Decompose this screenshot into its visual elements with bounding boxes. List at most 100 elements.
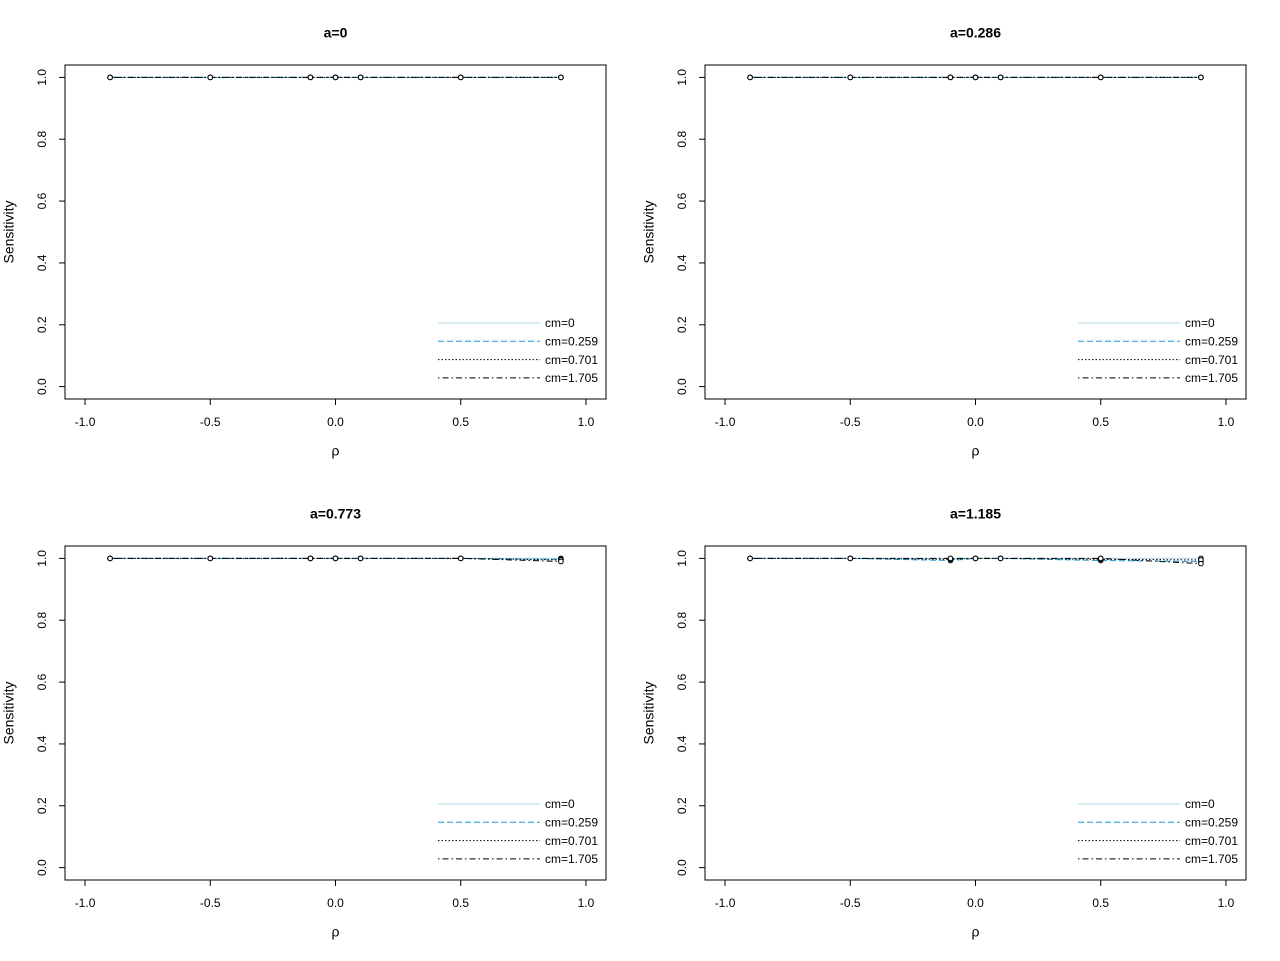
y-tick-label: 0.8 xyxy=(35,612,49,629)
x-tick-label: -0.5 xyxy=(200,415,221,429)
point xyxy=(1198,560,1204,567)
y-tick-label: 1.0 xyxy=(35,550,49,567)
point xyxy=(847,555,854,562)
point xyxy=(307,555,314,562)
point xyxy=(107,74,113,81)
y-tick-label: 0.4 xyxy=(675,735,689,752)
x-tick-label: 1.0 xyxy=(1218,896,1235,910)
point xyxy=(332,74,339,81)
point xyxy=(947,555,954,562)
point xyxy=(357,74,364,81)
point xyxy=(1198,74,1204,81)
legend-label: cm=0 xyxy=(1185,316,1215,330)
legend-label: cm=1.705 xyxy=(545,371,598,385)
panel: a=0 ρ Sensitivity -1.0 -0.5 0.0 0.5 1.0 0.0 0.2 0.… xyxy=(1,25,607,459)
point xyxy=(332,555,339,562)
x-tick-label: -1.0 xyxy=(75,896,96,910)
x-tick-label: 0.0 xyxy=(327,896,344,910)
x-axis-label: ρ xyxy=(332,443,340,459)
x-tick-label: 1.0 xyxy=(578,415,595,429)
y-tick-label: 0.0 xyxy=(35,378,49,395)
legend-label: cm=0.259 xyxy=(545,334,598,348)
x-tick-label: 1.0 xyxy=(578,896,595,910)
legend-label: cm=0 xyxy=(545,797,575,811)
point xyxy=(997,555,1004,562)
x-tick-label: 0.0 xyxy=(967,415,984,429)
x-tick-label: -0.5 xyxy=(840,896,861,910)
y-tick-label: 0.2 xyxy=(35,316,49,333)
x-tick-label: -1.0 xyxy=(715,415,736,429)
plot-frame xyxy=(704,545,1247,881)
legend-label: cm=0 xyxy=(1185,797,1215,811)
point xyxy=(558,74,564,81)
y-tick-label: 0.8 xyxy=(675,612,689,629)
panel: a=0.773 ρ Sensitivity -1.0 -0.5 0.0 0.5 1.0 0.0 0… xyxy=(1,506,607,940)
y-axis-label: Sensitivity xyxy=(641,681,657,744)
x-tick-label: 0.5 xyxy=(452,415,469,429)
y-tick-label: 0.4 xyxy=(35,735,49,752)
y-tick-label: 0.6 xyxy=(35,673,49,690)
x-axis-label: ρ xyxy=(332,924,340,940)
point xyxy=(107,555,113,562)
plot-frame xyxy=(64,64,607,400)
legend-label: cm=0.701 xyxy=(545,353,598,367)
y-axis-label: Sensitivity xyxy=(1,200,17,263)
panel: a=0.286 ρ Sensitivity -1.0 -0.5 0.0 0.5 1.0 0.0 0… xyxy=(641,25,1247,459)
point xyxy=(207,74,214,81)
y-axis-label: Sensitivity xyxy=(1,681,17,744)
y-axis-label: Sensitivity xyxy=(641,200,657,263)
y-tick-label: 1.0 xyxy=(675,550,689,567)
x-tick-label: 0.0 xyxy=(967,896,984,910)
legend-label: cm=0.259 xyxy=(1185,334,1238,348)
y-tick-label: 0.4 xyxy=(675,254,689,271)
point xyxy=(1097,555,1104,562)
x-tick-label: -1.0 xyxy=(715,896,736,910)
y-tick-label: 1.0 xyxy=(35,69,49,86)
point xyxy=(997,74,1004,81)
point xyxy=(1097,74,1104,81)
legend-label: cm=0.259 xyxy=(1185,815,1238,829)
legend-label: cm=1.705 xyxy=(1185,371,1238,385)
legend-label: cm=0.701 xyxy=(1185,353,1238,367)
x-tick-label: -0.5 xyxy=(840,415,861,429)
y-tick-label: 0.6 xyxy=(35,192,49,209)
panel-title: a=0.773 xyxy=(310,506,361,522)
plot-frame xyxy=(704,64,1247,400)
y-tick-label: 0.8 xyxy=(675,131,689,148)
x-tick-label: 1.0 xyxy=(1218,415,1235,429)
y-tick-label: 0.0 xyxy=(675,859,689,876)
y-tick-label: 0.8 xyxy=(35,131,49,148)
legend-label: cm=1.705 xyxy=(1185,852,1238,866)
point xyxy=(457,74,464,81)
panel-title: a=0 xyxy=(324,25,348,41)
panel-title: a=1.185 xyxy=(950,506,1001,522)
x-tick-label: 0.5 xyxy=(1092,896,1109,910)
x-tick-label: -0.5 xyxy=(200,896,221,910)
point xyxy=(357,555,364,562)
legend-label: cm=0.259 xyxy=(545,815,598,829)
y-tick-label: 0.2 xyxy=(675,316,689,333)
y-tick-label: 1.0 xyxy=(675,69,689,86)
y-tick-label: 0.0 xyxy=(35,859,49,876)
y-tick-label: 0.2 xyxy=(675,797,689,814)
point xyxy=(207,555,214,562)
panel: a=1.185 ρ Sensitivity -1.0 -0.5 0.0 0.5 1.0 0.0 0… xyxy=(641,506,1247,940)
x-axis-label: ρ xyxy=(972,924,980,940)
y-tick-label: 0.0 xyxy=(675,378,689,395)
point xyxy=(558,558,564,565)
point xyxy=(747,555,753,562)
panel-title: a=0.286 xyxy=(950,25,1001,41)
point xyxy=(457,555,464,562)
point xyxy=(307,74,314,81)
point xyxy=(972,74,979,81)
point xyxy=(847,74,854,81)
y-tick-label: 0.4 xyxy=(35,254,49,271)
legend-label: cm=0.701 xyxy=(545,834,598,848)
point xyxy=(747,74,753,81)
legend-label: cm=0.701 xyxy=(1185,834,1238,848)
legend-label: cm=1.705 xyxy=(545,852,598,866)
x-tick-label: -1.0 xyxy=(75,415,96,429)
plot-frame xyxy=(64,545,607,881)
y-tick-label: 0.6 xyxy=(675,673,689,690)
